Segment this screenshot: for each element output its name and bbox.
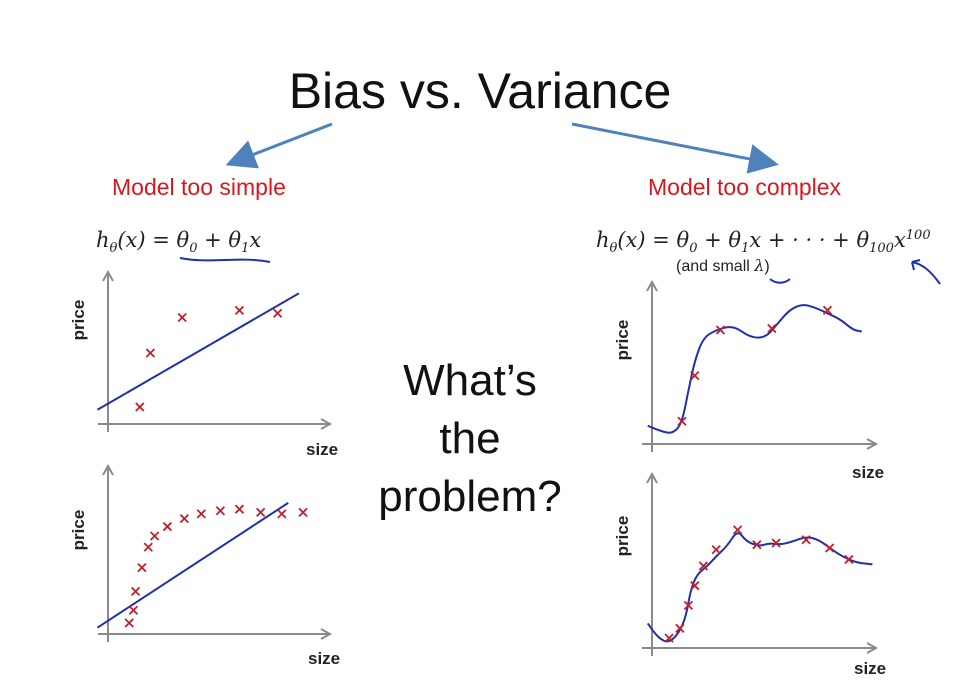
data-point-marker	[124, 618, 134, 628]
data-point-marker	[732, 525, 743, 535]
pointer-arrow	[911, 259, 941, 285]
data-point-marker	[698, 561, 708, 571]
y-axis-label: price	[613, 516, 632, 557]
data-point-marker	[150, 531, 160, 541]
x-axis-label: size	[306, 440, 338, 459]
right-formula: hθ(x) = θ0 + θ1x + · · · + θ100x100	[596, 228, 931, 257]
x-axis-arrowhead	[866, 438, 879, 450]
data-point-marker	[256, 507, 266, 517]
x-axis-label: size	[854, 659, 886, 678]
y-axis-arrowhead	[646, 279, 658, 292]
data-point-marker	[143, 542, 153, 552]
data-point-marker	[690, 581, 700, 591]
data-point-marker	[234, 504, 245, 514]
data-point-marker	[824, 543, 835, 553]
data-point-marker	[767, 323, 777, 334]
data-point-marker	[196, 509, 206, 519]
fit-curve	[646, 532, 873, 643]
data-point-marker	[130, 586, 141, 596]
x-axis-label: size	[852, 463, 884, 482]
data-point-marker	[711, 544, 721, 555]
data-point-marker	[177, 312, 187, 323]
fit-curve	[647, 304, 862, 434]
data-point-marker	[145, 348, 156, 358]
data-point-marker	[179, 514, 189, 524]
right-label: Model too complex	[648, 174, 842, 200]
data-point-marker	[677, 416, 687, 426]
y-axis-label: price	[69, 510, 88, 551]
data-point-marker	[675, 623, 685, 633]
data-point-marker	[683, 600, 694, 610]
left-label: Model too simple	[112, 174, 286, 200]
y-axis-label: price	[69, 300, 88, 341]
y-axis-arrowhead	[102, 269, 114, 282]
data-point-marker	[215, 506, 225, 516]
fit-curve	[96, 292, 300, 411]
x-axis-arrowhead	[866, 642, 879, 654]
data-point-marker	[137, 563, 147, 573]
x-axis-arrowhead	[320, 628, 333, 640]
data-point-marker	[771, 538, 781, 548]
left-formula: hθ(x) = θ0 + θ1x	[96, 228, 262, 257]
data-point-marker	[135, 402, 145, 412]
data-point-marker	[234, 305, 245, 316]
data-point-marker	[844, 554, 854, 565]
data-point-marker	[690, 370, 700, 381]
slide-title: Bias vs. Variance	[288, 63, 672, 119]
data-point-marker	[298, 507, 308, 517]
question-text: What’s the problem?	[378, 356, 562, 521]
left-arrow	[225, 122, 333, 169]
data-point-marker	[822, 305, 833, 315]
data-point-marker	[801, 535, 811, 545]
data-point-marker	[272, 308, 283, 318]
x-axis-arrowhead	[320, 418, 333, 430]
data-point-marker	[277, 509, 287, 519]
right-formula-note: (and small λ)	[676, 256, 770, 275]
data-point-marker	[715, 325, 726, 335]
data-point-marker	[752, 540, 762, 550]
x-axis-label: size	[308, 649, 340, 668]
left-formula-underline	[179, 257, 271, 263]
data-point-marker	[128, 605, 139, 615]
data-point-marker	[664, 633, 674, 643]
y-axis-label: price	[613, 320, 632, 361]
lambda-underline	[769, 278, 791, 284]
data-point-marker	[162, 521, 172, 532]
right-arrow	[571, 122, 779, 174]
y-axis-arrowhead	[646, 471, 658, 484]
y-axis-arrowhead	[102, 463, 114, 476]
